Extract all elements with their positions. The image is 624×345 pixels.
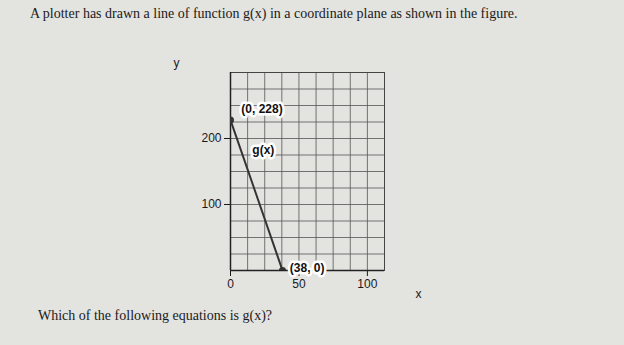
html-text:Which of the following equatio: Which of the following equations is g(x)… (38, 308, 273, 323)
svg-text:50: 50 (292, 277, 306, 291)
svg-text:(0, 228): (0, 228) (241, 102, 282, 116)
svg-text:(38, 0): (38, 0) (290, 261, 325, 275)
svg-text:100: 100 (357, 277, 377, 291)
svg-text:100: 100 (201, 197, 221, 211)
svg-text:0: 0 (227, 277, 234, 291)
svg-text:y: y (174, 56, 180, 70)
svg-text:x: x (416, 287, 422, 301)
html-text:A plotter has drawn a line of: A plotter has drawn a line of function g… (30, 6, 518, 21)
svg-text:g(x): g(x) (252, 143, 274, 157)
svg-text:200: 200 (201, 131, 221, 145)
